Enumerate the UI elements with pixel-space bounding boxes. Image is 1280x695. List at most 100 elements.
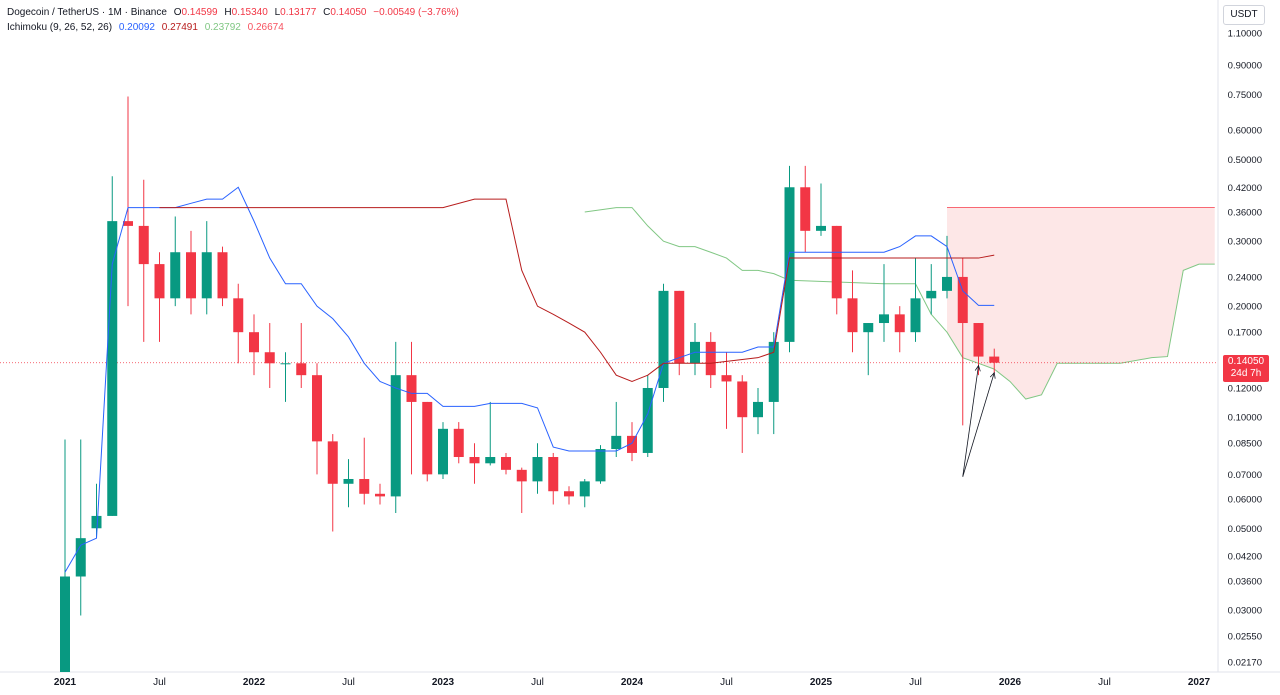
close-value: 0.14050 — [330, 7, 367, 18]
price-tick-label: 0.75000 — [1228, 90, 1262, 101]
candle — [721, 352, 732, 429]
candle-body — [942, 276, 952, 291]
candle — [879, 264, 889, 342]
candle-body — [390, 375, 401, 497]
candle-body — [910, 298, 921, 333]
price-tick-label: 0.02170 — [1228, 658, 1262, 669]
candle-body — [107, 221, 118, 516]
candle — [595, 445, 606, 484]
close-label: C — [323, 7, 331, 18]
candle — [768, 332, 779, 435]
price-tick-label: 0.03600 — [1228, 576, 1262, 587]
candle-body — [784, 187, 795, 342]
candle — [312, 363, 322, 475]
candle — [816, 183, 826, 236]
conversion-value: 0.20092 — [118, 22, 155, 33]
candle-body — [973, 323, 984, 357]
time-tick-label: Jul — [342, 677, 355, 688]
candle-body — [453, 428, 464, 458]
candle-body — [138, 225, 149, 265]
candle — [327, 434, 338, 532]
candle-body — [75, 538, 86, 577]
open-value: 0.14599 — [181, 7, 218, 18]
price-tick-label: 0.10000 — [1228, 413, 1262, 424]
ichimoku-cloud — [947, 207, 1215, 400]
candle — [217, 246, 228, 307]
candle-body — [894, 314, 905, 333]
candle — [690, 323, 700, 376]
candle — [453, 422, 464, 464]
candle — [296, 323, 307, 388]
candle — [264, 323, 275, 388]
candle-body — [264, 352, 275, 364]
high-value: 0.15340 — [231, 7, 268, 18]
candle — [642, 375, 653, 458]
candle-body — [658, 290, 669, 388]
time-tick-label: 2026 — [999, 677, 1022, 688]
price-tick-label: 0.17000 — [1228, 328, 1262, 339]
low-value: 0.13177 — [280, 7, 317, 18]
candle — [60, 439, 70, 672]
candle — [138, 179, 149, 342]
price-tick-label: 0.08500 — [1228, 439, 1262, 450]
currency-unit-button[interactable]: USDT — [1223, 5, 1265, 25]
indicator-legend[interactable]: Ichimoku (9, 26, 52, 26) 0.20092 0.27491… — [7, 22, 288, 34]
candle-body — [753, 401, 763, 418]
candle-body — [343, 478, 354, 484]
candle-body — [642, 387, 653, 453]
time-tick-label: Jul — [1098, 677, 1111, 688]
candle-body — [217, 252, 228, 299]
candle-body — [154, 264, 165, 299]
candle-body — [564, 491, 574, 497]
candle — [611, 401, 622, 458]
candle — [123, 96, 133, 307]
price-tick-label: 0.06000 — [1228, 495, 1262, 506]
candle — [926, 264, 937, 315]
price-tick-label: 0.36000 — [1228, 207, 1262, 218]
candle-body — [485, 457, 496, 464]
candle-body — [721, 375, 732, 382]
candle-body — [375, 493, 385, 497]
price-tick-label: 0.07000 — [1228, 470, 1262, 481]
time-tick-label: 2027 — [1188, 677, 1211, 688]
candle — [737, 375, 748, 453]
time-tick-label: Jul — [531, 677, 544, 688]
candle-body — [201, 252, 212, 299]
candle — [705, 332, 716, 388]
candle — [249, 314, 259, 376]
time-tick-label: 2024 — [621, 677, 644, 688]
candle-body — [705, 341, 716, 376]
time-tick-label: Jul — [153, 677, 166, 688]
candle — [847, 270, 858, 353]
candle-body — [422, 401, 433, 475]
price-tick-label: 0.05000 — [1228, 524, 1262, 535]
price-tick-label: 0.30000 — [1228, 237, 1262, 248]
time-tick-label: 2023 — [432, 677, 455, 688]
candle-body — [926, 290, 937, 299]
annotation-arrow-line — [962, 372, 995, 477]
candle-body — [469, 457, 480, 464]
candle — [863, 323, 874, 376]
candle — [375, 483, 385, 505]
candle-body — [957, 276, 968, 324]
candle-body — [312, 375, 322, 442]
candle-body — [879, 314, 889, 324]
candle — [406, 341, 417, 475]
annotation-arrow-head — [989, 371, 996, 379]
candle — [107, 176, 118, 516]
time-tick-label: Jul — [720, 677, 733, 688]
candle — [359, 437, 370, 505]
candle-body — [186, 252, 196, 299]
candle — [674, 290, 685, 376]
candle-body — [296, 363, 307, 376]
candle-body — [406, 375, 417, 402]
candle — [201, 221, 212, 315]
low-label: L — [274, 7, 281, 18]
countdown-label: 24d 7h — [1230, 368, 1262, 379]
candle-body — [548, 457, 559, 492]
price-tick-label: 1.10000 — [1228, 29, 1262, 40]
price-tick-label: 0.02550 — [1228, 632, 1262, 643]
base-value: 0.27491 — [161, 22, 198, 33]
time-tick-label: 2022 — [243, 677, 266, 688]
